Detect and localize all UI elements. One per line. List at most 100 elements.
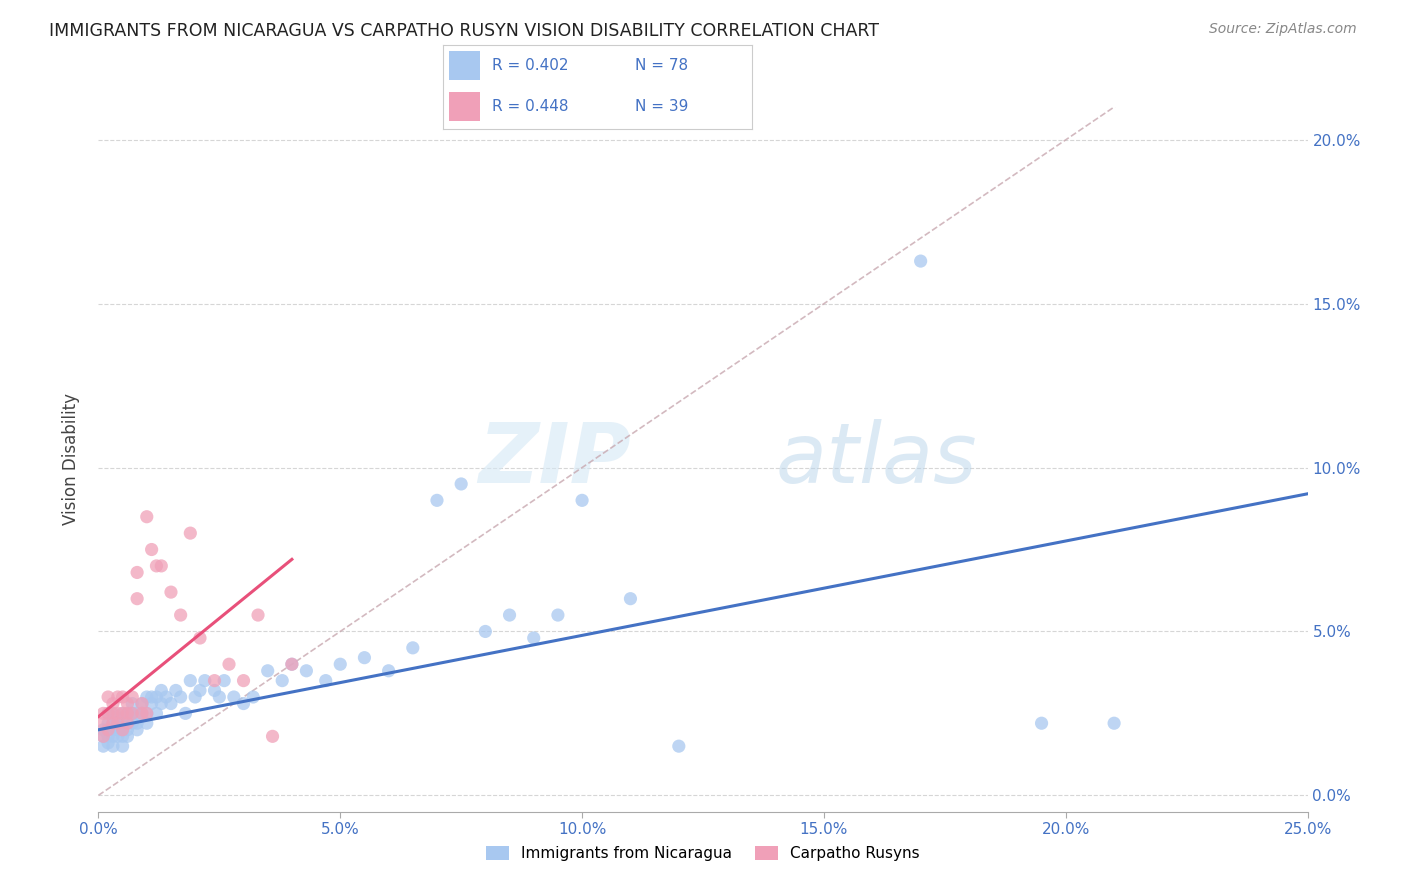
Point bbox=[117, 706, 139, 721]
Point bbox=[107, 709, 129, 723]
Point bbox=[155, 690, 177, 704]
Point bbox=[222, 690, 245, 704]
Point bbox=[121, 706, 143, 721]
Point bbox=[117, 697, 139, 711]
Point bbox=[174, 706, 197, 721]
Point bbox=[145, 558, 167, 573]
Point bbox=[281, 657, 304, 672]
Point bbox=[127, 591, 149, 606]
Point bbox=[107, 690, 129, 704]
Point bbox=[107, 729, 129, 743]
Point bbox=[377, 664, 399, 678]
Point bbox=[281, 657, 304, 672]
Point bbox=[107, 723, 129, 737]
Point bbox=[121, 706, 143, 721]
Legend: Immigrants from Nicaragua, Carpatho Rusyns: Immigrants from Nicaragua, Carpatho Rusy… bbox=[479, 840, 927, 868]
Point bbox=[91, 706, 114, 721]
Point bbox=[150, 558, 173, 573]
Point bbox=[117, 706, 139, 721]
Point bbox=[131, 706, 153, 721]
Text: N = 39: N = 39 bbox=[634, 99, 688, 114]
Point bbox=[135, 716, 157, 731]
Point bbox=[131, 697, 153, 711]
Point bbox=[127, 716, 149, 731]
Point bbox=[426, 493, 449, 508]
Point bbox=[184, 690, 207, 704]
Point bbox=[97, 706, 120, 721]
Point bbox=[247, 608, 270, 623]
Text: R = 0.402: R = 0.402 bbox=[492, 58, 569, 73]
Point bbox=[97, 736, 120, 750]
Point bbox=[194, 673, 217, 688]
Point bbox=[668, 739, 690, 754]
Point bbox=[212, 673, 235, 688]
Point bbox=[188, 631, 211, 645]
Point bbox=[111, 723, 134, 737]
Point bbox=[315, 673, 337, 688]
Point bbox=[204, 673, 226, 688]
Point bbox=[160, 585, 183, 599]
Point bbox=[218, 657, 240, 672]
Point bbox=[111, 723, 134, 737]
Point bbox=[131, 706, 153, 721]
Y-axis label: Vision Disability: Vision Disability bbox=[62, 393, 80, 525]
Point bbox=[232, 673, 254, 688]
Point bbox=[107, 716, 129, 731]
Point bbox=[1102, 716, 1125, 731]
Point bbox=[117, 716, 139, 731]
Bar bbox=[449, 52, 479, 80]
Point bbox=[547, 608, 569, 623]
Point bbox=[135, 706, 157, 721]
Point bbox=[910, 254, 932, 268]
Point bbox=[141, 697, 163, 711]
Point bbox=[256, 664, 278, 678]
Point bbox=[97, 723, 120, 737]
Bar bbox=[449, 92, 479, 120]
Point bbox=[135, 706, 157, 721]
Point bbox=[145, 706, 167, 721]
Point bbox=[1031, 716, 1053, 731]
Point bbox=[101, 716, 124, 731]
Point bbox=[498, 608, 520, 623]
Point bbox=[160, 697, 183, 711]
Point bbox=[353, 650, 375, 665]
Point bbox=[111, 706, 134, 721]
Text: ZIP: ZIP bbox=[478, 419, 630, 500]
Point bbox=[97, 706, 120, 721]
Point bbox=[145, 690, 167, 704]
Point bbox=[450, 477, 472, 491]
Point bbox=[107, 706, 129, 721]
Point bbox=[121, 690, 143, 704]
Point bbox=[101, 706, 124, 721]
Point bbox=[135, 509, 157, 524]
Point bbox=[188, 683, 211, 698]
Point bbox=[117, 729, 139, 743]
Point bbox=[329, 657, 352, 672]
Point bbox=[111, 729, 134, 743]
Point bbox=[97, 716, 120, 731]
Point bbox=[402, 640, 425, 655]
Point bbox=[169, 690, 191, 704]
Point bbox=[474, 624, 496, 639]
Point bbox=[165, 683, 187, 698]
Point bbox=[179, 526, 201, 541]
Point bbox=[169, 608, 191, 623]
Point bbox=[150, 683, 173, 698]
Point bbox=[121, 716, 143, 731]
Point bbox=[111, 739, 134, 754]
Point bbox=[101, 723, 124, 737]
Point bbox=[117, 716, 139, 731]
Point bbox=[179, 673, 201, 688]
Text: N = 78: N = 78 bbox=[634, 58, 688, 73]
Point bbox=[91, 723, 114, 737]
Text: IMMIGRANTS FROM NICARAGUA VS CARPATHO RUSYN VISION DISABILITY CORRELATION CHART: IMMIGRANTS FROM NICARAGUA VS CARPATHO RU… bbox=[49, 22, 879, 40]
Point bbox=[141, 690, 163, 704]
Point bbox=[262, 729, 284, 743]
Point bbox=[111, 690, 134, 704]
Point bbox=[127, 566, 149, 580]
Point bbox=[107, 716, 129, 731]
Point bbox=[97, 690, 120, 704]
Point bbox=[242, 690, 264, 704]
Point bbox=[101, 739, 124, 754]
Point bbox=[101, 716, 124, 731]
